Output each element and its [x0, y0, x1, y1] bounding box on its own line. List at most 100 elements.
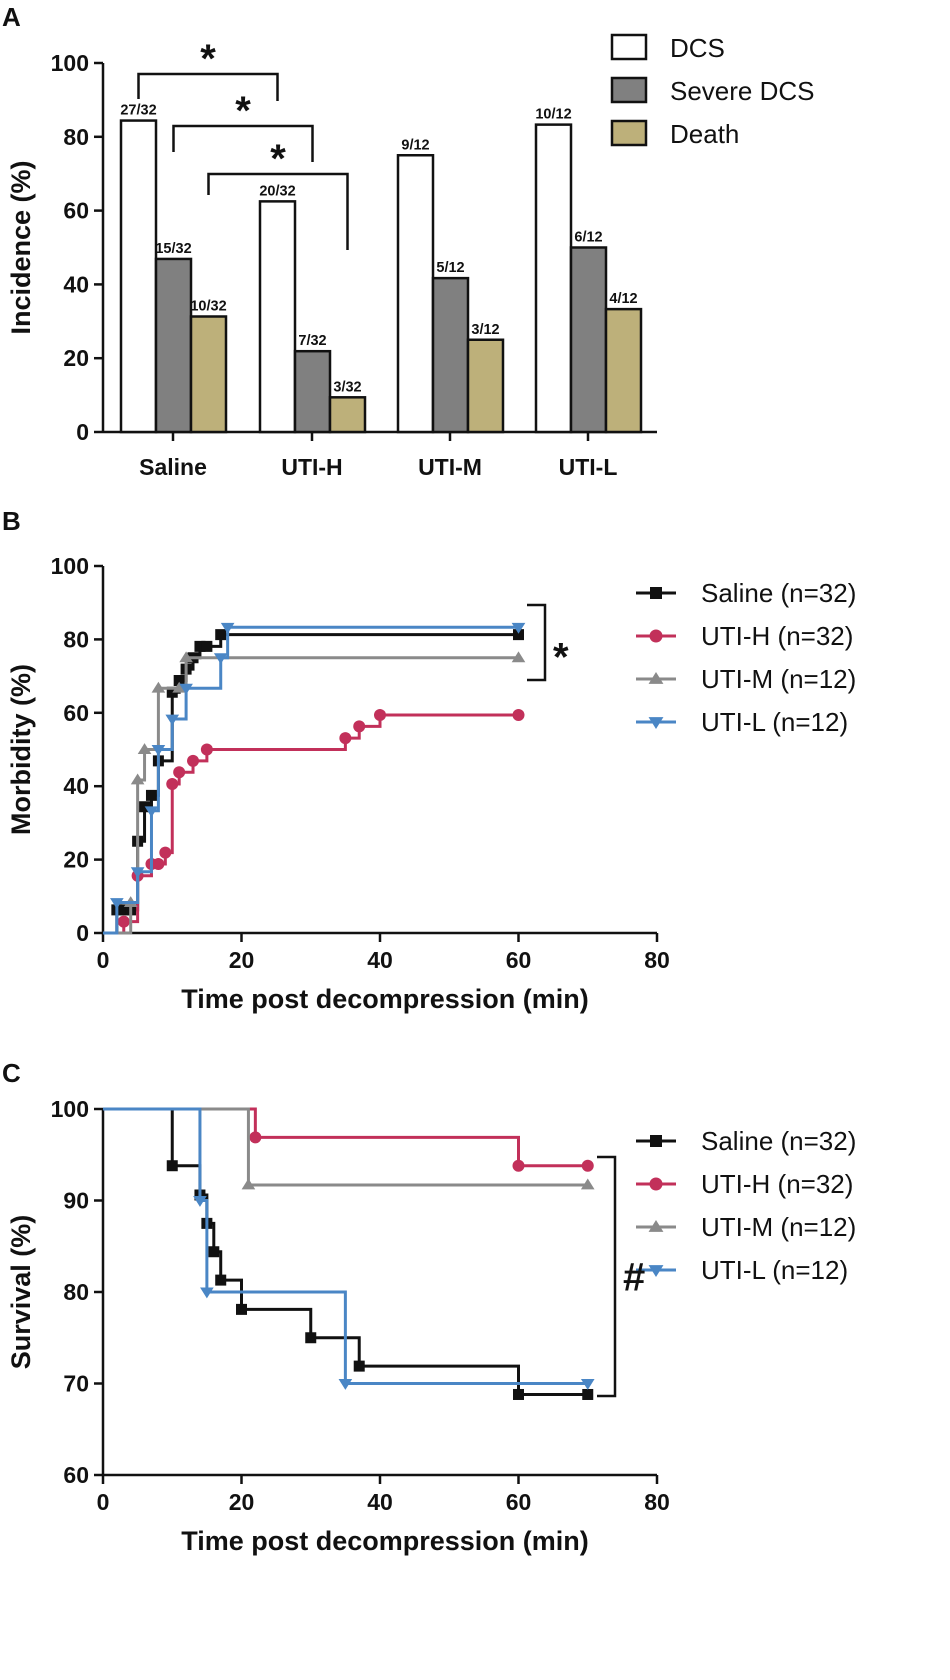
legend-label: Saline (n=32) [701, 578, 856, 608]
data-point [110, 898, 124, 909]
data-point [165, 714, 180, 726]
data-point [166, 686, 178, 698]
legend-marker [648, 717, 664, 730]
data-point [215, 629, 227, 641]
data-point [145, 789, 157, 801]
panel-label-c: C [2, 1058, 21, 1088]
significance-mark: # [623, 1256, 645, 1300]
series-line [103, 656, 519, 935]
data-point [117, 915, 130, 928]
series-line [103, 1107, 588, 1187]
x-tick-label: 60 [506, 1489, 532, 1515]
x-tick-label: 0 [97, 947, 110, 973]
panel-a-bar-chart: 0 20 40 60 80 100 Incidence (%) Saline 27/32 15/3… [6, 33, 815, 480]
y-axis-title: Incidence (%) [6, 160, 36, 334]
data-point [130, 773, 145, 785]
legend-marker [649, 629, 663, 643]
y-axis-title: Survival (%) [6, 1215, 36, 1370]
data-point [179, 651, 193, 663]
y-tick-label: 40 [63, 271, 89, 297]
y-tick-label: 80 [63, 1279, 89, 1305]
data-point [215, 1274, 227, 1286]
significance-mark: * [235, 89, 251, 133]
bar [604, 307, 643, 434]
legend-label: UTI-L (n=12) [701, 707, 848, 737]
data-point [511, 651, 526, 663]
y-tick-label: 80 [63, 626, 89, 652]
series-line [103, 633, 519, 935]
x-tick-label: 40 [367, 1489, 393, 1515]
bar [534, 123, 573, 434]
data-point [151, 681, 166, 693]
data-point [193, 1196, 207, 1207]
data-point [213, 653, 228, 665]
y-tick-label: 60 [63, 1462, 89, 1488]
data-point [512, 1159, 525, 1172]
legend-label: UTI-M (n=12) [701, 664, 856, 694]
bar-data-label: 9/12 [401, 137, 429, 153]
bar-data-label: 20/32 [259, 183, 295, 199]
legend-marker [650, 587, 662, 599]
significance-bracket [597, 1155, 617, 1398]
series-line [103, 1107, 588, 1168]
y-tick-label: 0 [76, 419, 89, 445]
significance-bracket [527, 603, 547, 682]
significance-bracket [172, 124, 314, 162]
data-point [513, 1388, 524, 1400]
data-point [144, 806, 159, 818]
data-point [173, 675, 185, 687]
y-tick-label: 60 [63, 700, 89, 726]
data-point [159, 846, 172, 859]
x-tick-label: Saline [139, 454, 207, 480]
series-line [103, 625, 519, 935]
bar [569, 246, 608, 434]
data-point [512, 709, 525, 722]
data-point [513, 629, 524, 641]
data-point [173, 766, 186, 779]
data-point [339, 732, 352, 745]
legend-label: UTI-M (n=12) [701, 1212, 856, 1242]
data-point [580, 1178, 595, 1190]
x-tick-label: 80 [644, 947, 670, 973]
data-point [511, 622, 526, 634]
legend-label: Severe DCS [670, 76, 815, 106]
x-tick-label: 20 [229, 947, 255, 973]
bar [328, 396, 367, 434]
legend-label: DCS [670, 33, 725, 63]
bar-data-label: 10/12 [535, 107, 571, 123]
data-point [374, 709, 386, 722]
data-point [137, 743, 152, 754]
x-tick-label: 20 [229, 1489, 255, 1515]
bar-data-label: 3/32 [333, 379, 361, 395]
bar [466, 338, 505, 434]
data-point [582, 1388, 594, 1400]
bar-data-label: 15/32 [155, 241, 191, 257]
data-point [305, 1332, 317, 1344]
y-axis-title: Morbidity (%) [6, 664, 36, 835]
data-point [166, 777, 179, 790]
legend-swatch [610, 33, 648, 61]
x-tick-label: 0 [97, 1489, 110, 1515]
significance-bracket [207, 172, 349, 250]
x-axis-title: Time post decompression (min) [181, 984, 589, 1014]
bar-data-label: 3/12 [471, 322, 499, 338]
data-point [151, 745, 166, 756]
bar-data-label: 6/12 [574, 230, 602, 246]
data-point [187, 754, 200, 767]
panel-label-a: A [2, 2, 21, 32]
data-point [179, 683, 193, 695]
data-point [249, 1131, 262, 1144]
bar [258, 200, 297, 434]
bar [154, 257, 193, 434]
y-tick-label: 40 [63, 773, 89, 799]
legend-marker [649, 1177, 663, 1191]
data-point [338, 1379, 353, 1390]
data-point [208, 1246, 220, 1258]
data-point [172, 681, 186, 693]
data-point [353, 720, 366, 733]
legend-marker [650, 1135, 662, 1147]
significance-mark: * [200, 37, 216, 81]
legend-label: UTI-H (n=32) [701, 621, 853, 651]
bar-data-label: 27/32 [120, 103, 156, 119]
